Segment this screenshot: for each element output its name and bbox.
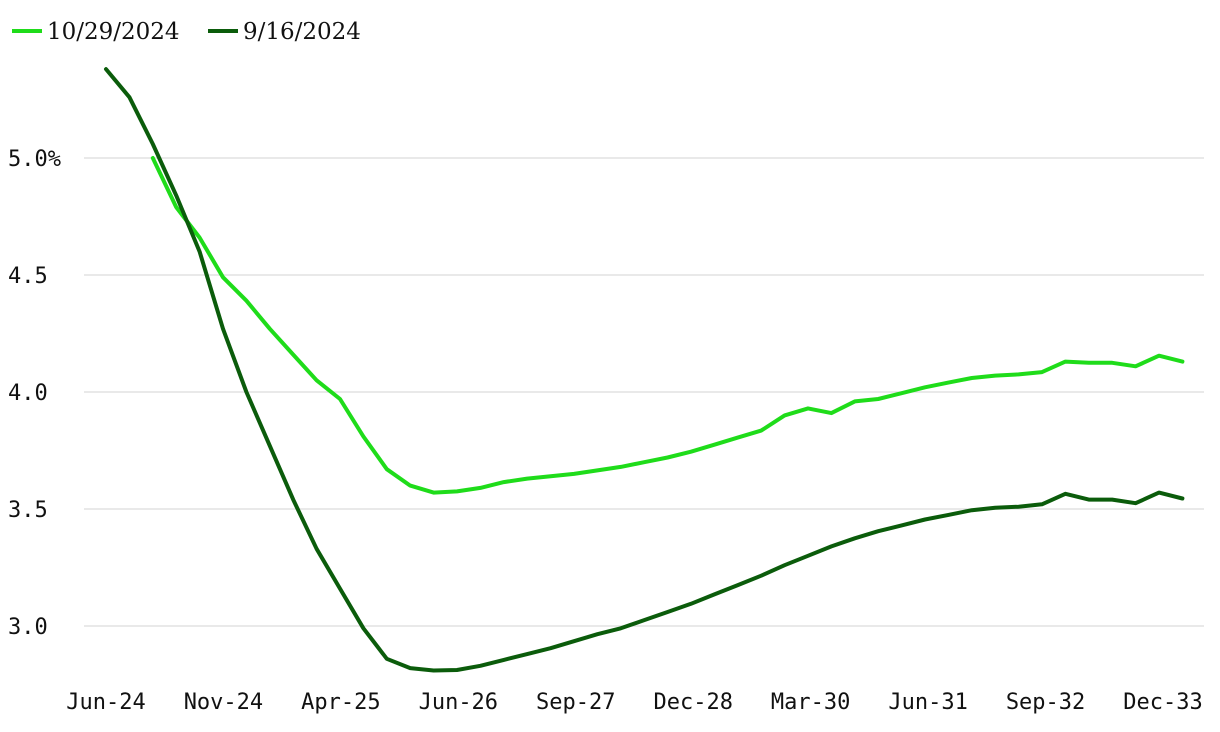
legend-label: 10/29/2024: [47, 19, 180, 45]
x-tick-label: Sep-27: [536, 690, 615, 715]
x-tick-label: Dec-28: [653, 690, 732, 715]
x-axis-ticks: Jun-24 Nov-24 Apr-25 Jun-26 Sep-27 Dec-28 Mar-…: [66, 690, 1202, 715]
x-tick-label: Jun-31: [888, 690, 967, 715]
x-tick-label: Sep-32: [1006, 690, 1085, 715]
x-tick-label: Apr-25: [301, 690, 380, 715]
y-tick-label: 3.5: [8, 498, 48, 523]
x-tick-label: Mar-30: [771, 690, 850, 715]
x-tick-label: Nov-24: [184, 690, 263, 715]
y-tick-label: 3.0: [8, 615, 48, 640]
gridlines: [84, 157, 1204, 627]
y-axis-ticks: 5.0% 4.5 4.0 3.5 3.0: [8, 147, 61, 640]
x-tick-label: Jun-24: [66, 690, 145, 715]
series-line-2: [104, 67, 1185, 673]
x-tick-label: Dec-33: [1123, 690, 1202, 715]
y-tick-label: 5.0%: [8, 147, 61, 172]
series-line-1: [150, 156, 1185, 495]
y-tick-label: 4.0: [8, 381, 48, 406]
legend-label: 9/16/2024: [243, 19, 361, 45]
y-tick-label: 4.5: [8, 264, 48, 289]
x-tick-label: Jun-26: [419, 690, 498, 715]
legend: 10/29/2024 9/16/2024: [12, 19, 361, 45]
series-lines: [104, 67, 1185, 673]
